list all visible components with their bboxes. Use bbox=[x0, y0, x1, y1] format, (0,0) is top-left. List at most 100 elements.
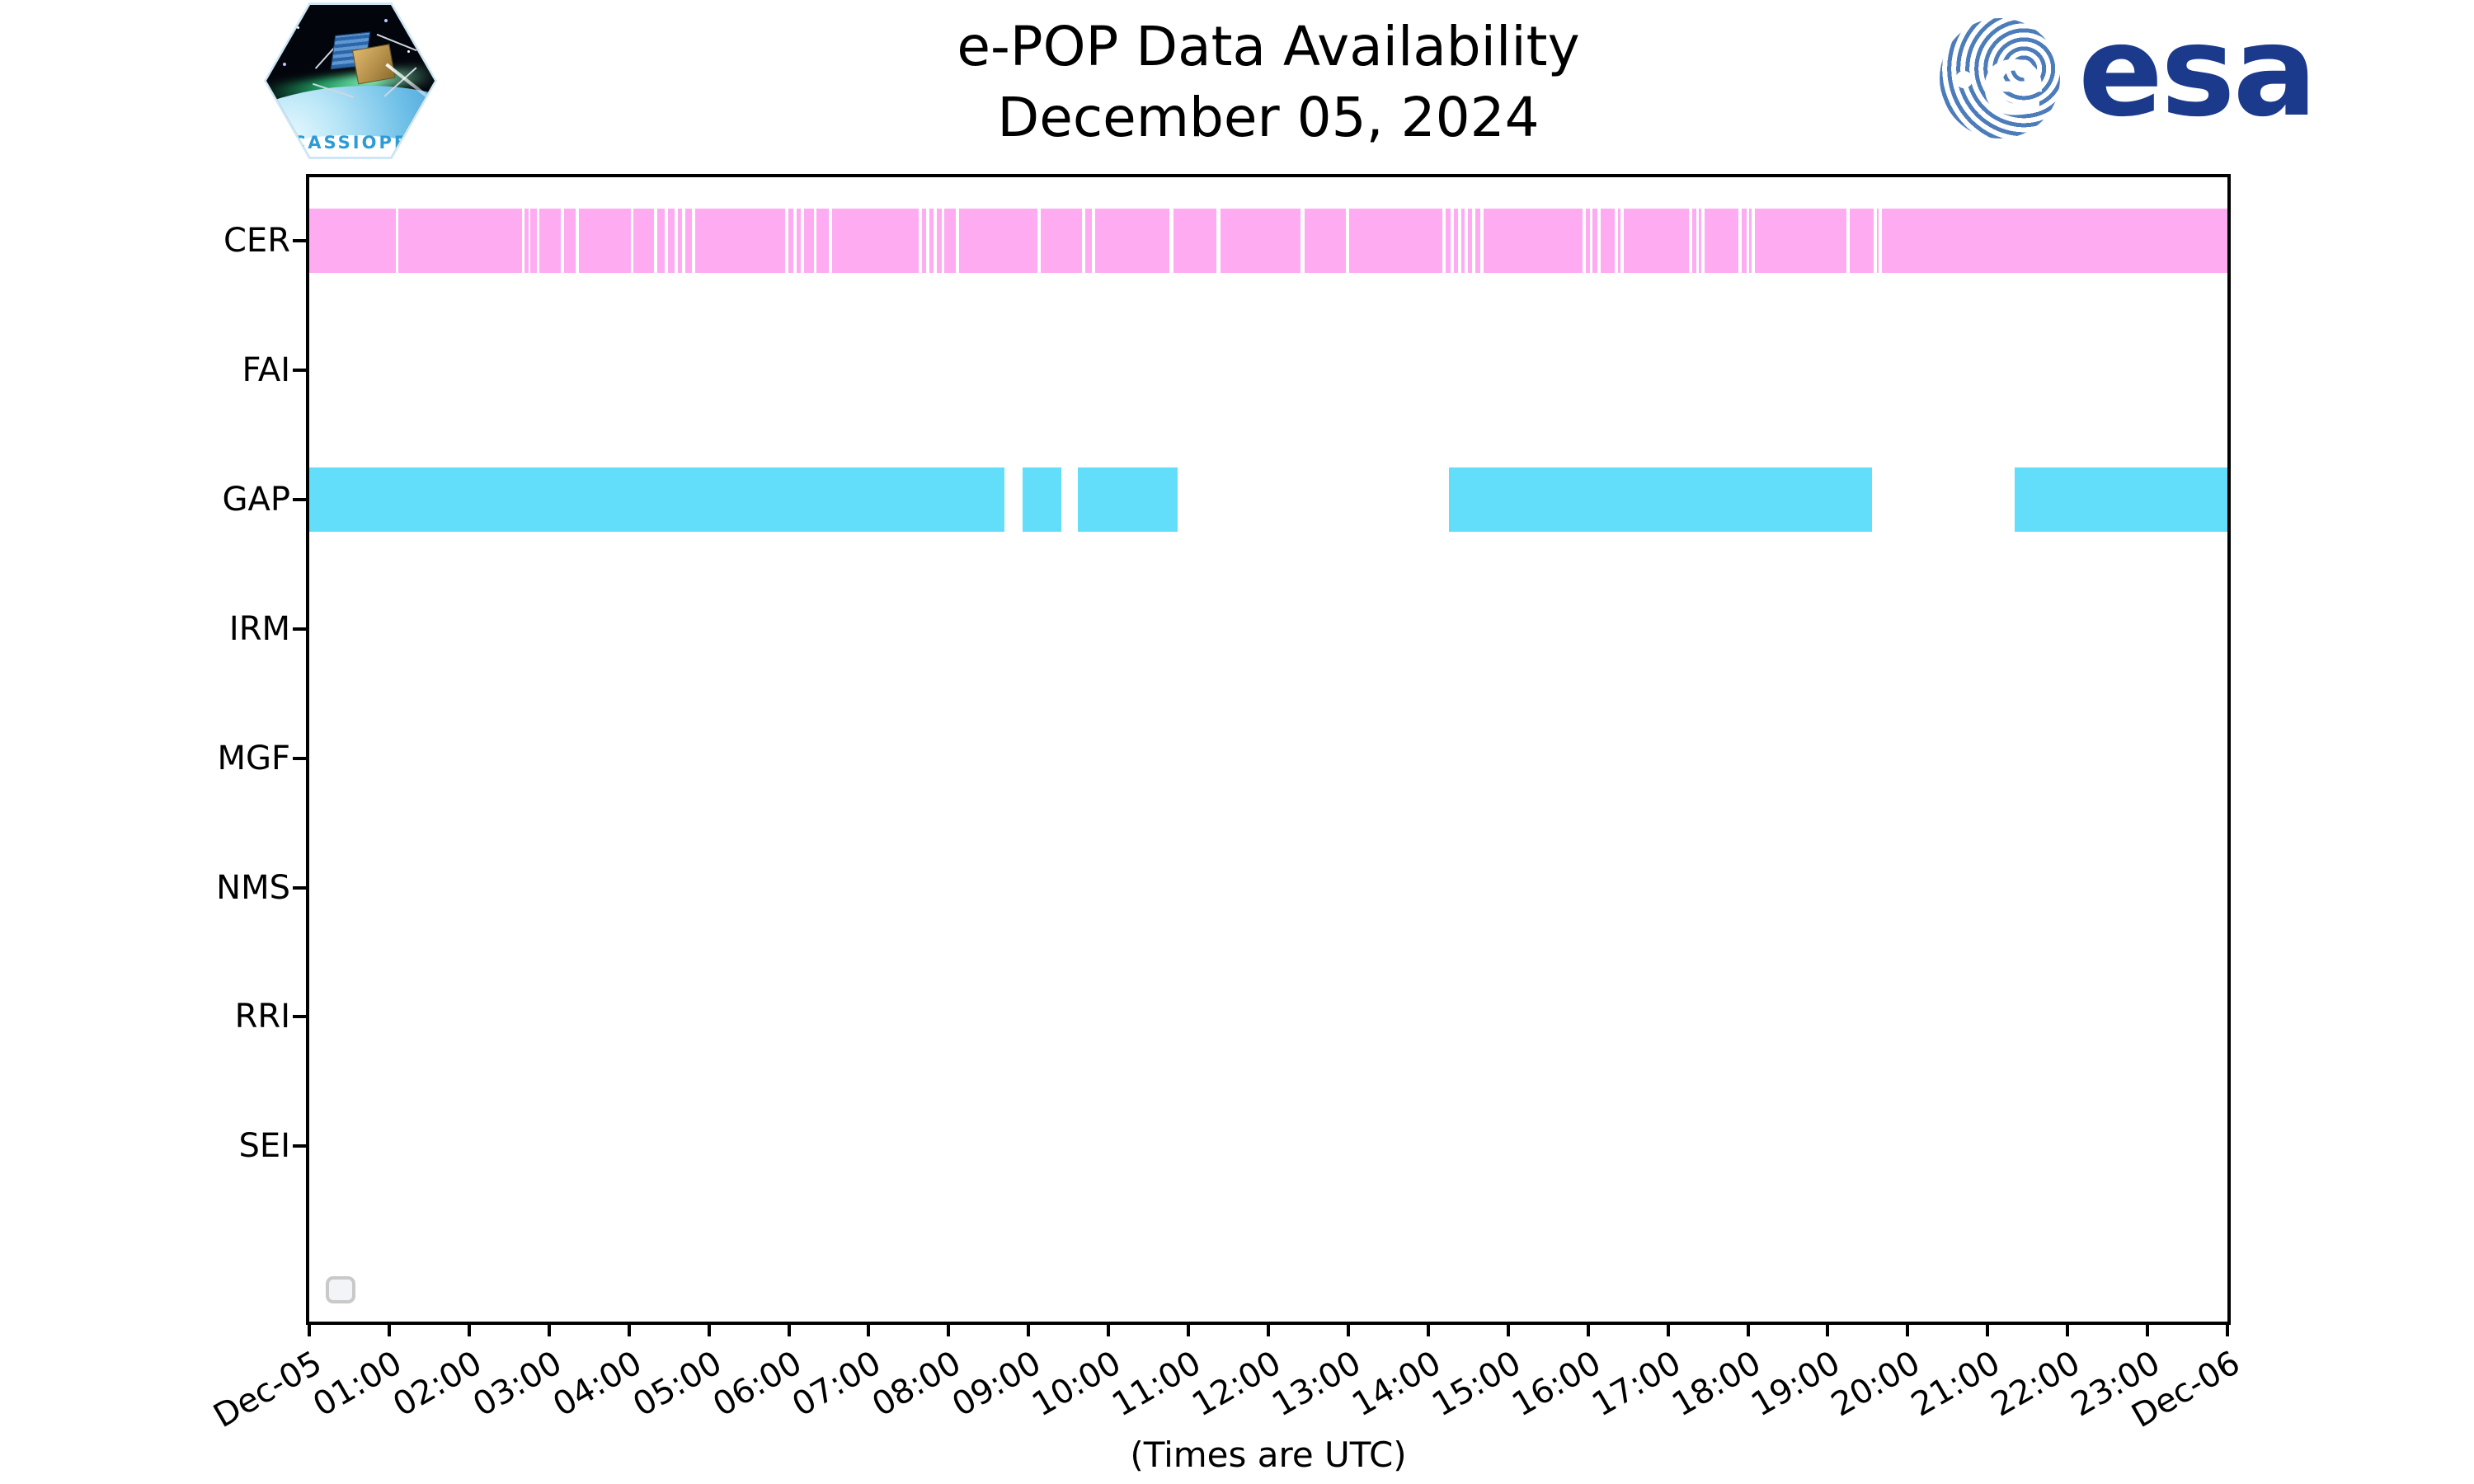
cer-availability-bar bbox=[1876, 209, 1879, 273]
y-tick-fai bbox=[293, 368, 309, 372]
gap-availability-bar bbox=[309, 467, 1005, 532]
y-axis-label-mgf: MGF bbox=[217, 739, 290, 777]
gap-availability-bar bbox=[2015, 467, 2227, 532]
x-tick-21-00 bbox=[1986, 1322, 1990, 1336]
cer-availability-bar bbox=[564, 209, 576, 273]
x-tick-12-00 bbox=[1267, 1322, 1270, 1336]
x-tick-04-00 bbox=[627, 1322, 631, 1336]
x-tick-01-00 bbox=[387, 1322, 391, 1336]
cer-availability-bar bbox=[656, 209, 666, 273]
cer-availability-bar bbox=[1849, 209, 1874, 273]
y-axis-label-rri: RRI bbox=[234, 998, 290, 1036]
esa-swirl-dot bbox=[1954, 71, 1973, 89]
cer-availability-bar bbox=[944, 209, 957, 273]
y-tick-cer bbox=[293, 239, 309, 242]
x-tick-18-00 bbox=[1746, 1322, 1750, 1336]
x-tick-05-00 bbox=[707, 1322, 711, 1336]
x-tick-02-00 bbox=[467, 1322, 471, 1336]
y-axis-label-irm: IRM bbox=[228, 609, 290, 648]
cer-availability-bar bbox=[1348, 209, 1443, 273]
cer-availability-bar bbox=[816, 209, 829, 273]
x-tick-16-00 bbox=[1586, 1322, 1590, 1336]
cer-availability-bar bbox=[958, 209, 1037, 273]
cer-availability-bar bbox=[633, 209, 654, 273]
cer-availability-bar bbox=[524, 209, 529, 273]
x-axis-caption: (Times are UTC) bbox=[1130, 1435, 1407, 1475]
y-axis-label-gap: GAP bbox=[222, 480, 290, 519]
cer-availability-bar bbox=[1460, 209, 1465, 273]
plot-frame bbox=[306, 174, 2231, 1325]
cer-availability-bar bbox=[797, 209, 802, 273]
cer-availability-bar bbox=[1882, 209, 2227, 273]
y-axis-label-sei: SEI bbox=[238, 1127, 290, 1166]
cer-availability-bar bbox=[530, 209, 538, 273]
esa-swirl-e: e bbox=[1980, 22, 2047, 137]
cer-availability-bar bbox=[1755, 209, 1846, 273]
gap-availability-bar bbox=[1449, 467, 1872, 532]
cer-availability-bar bbox=[1585, 209, 1590, 273]
gap-availability-bar bbox=[1023, 467, 1061, 532]
cer-availability-bar bbox=[803, 209, 814, 273]
x-tick-13-00 bbox=[1346, 1322, 1350, 1336]
cer-availability-bar bbox=[1094, 209, 1169, 273]
cer-availability-bar bbox=[1304, 209, 1346, 273]
x-tick-06-00 bbox=[787, 1322, 791, 1336]
cer-availability-bar bbox=[1468, 209, 1473, 273]
cassiope-patch-label: CASSIOPE bbox=[292, 133, 409, 153]
y-tick-rri bbox=[293, 1015, 309, 1019]
y-tick-nms bbox=[293, 885, 309, 890]
x-tick-22-00 bbox=[2066, 1322, 2070, 1336]
cer-availability-bar bbox=[578, 209, 631, 273]
y-axis-label-fai: FAI bbox=[242, 350, 291, 389]
x-tick-19-00 bbox=[1826, 1322, 1830, 1336]
y-tick-irm bbox=[293, 627, 309, 631]
cer-availability-bar bbox=[1085, 209, 1092, 273]
x-tick-20-00 bbox=[1906, 1322, 1910, 1336]
esa-swirl-globe-icon: e bbox=[1940, 18, 2060, 139]
cer-availability-bar bbox=[309, 209, 396, 273]
x-tick-10-00 bbox=[1107, 1322, 1111, 1336]
esa-wordmark: esa bbox=[2078, 0, 2317, 144]
cer-availability-bar bbox=[831, 209, 920, 273]
cer-availability-bar bbox=[1483, 209, 1583, 273]
chart-title: e-POP Data Availability bbox=[957, 15, 1580, 78]
cer-availability-bar bbox=[1691, 209, 1696, 273]
x-tick-11-00 bbox=[1187, 1322, 1191, 1336]
cer-availability-bar bbox=[1446, 209, 1451, 273]
x-tick-14-00 bbox=[1426, 1322, 1430, 1336]
x-tick-15-00 bbox=[1506, 1322, 1510, 1336]
x-tick-17-00 bbox=[1666, 1322, 1670, 1336]
cer-availability-bar bbox=[1592, 209, 1598, 273]
y-tick-sei bbox=[293, 1144, 309, 1148]
cer-availability-bar bbox=[397, 209, 522, 273]
y-axis-label-nms: NMS bbox=[216, 868, 290, 907]
chart-title-block: e-POP Data Availability December 05, 202… bbox=[309, 12, 2227, 153]
x-tick-08-00 bbox=[947, 1322, 951, 1336]
chart-subtitle-date: December 05, 2024 bbox=[997, 85, 1540, 149]
x-tick-dec-05 bbox=[308, 1322, 311, 1336]
cer-availability-bar bbox=[788, 209, 794, 273]
cer-availability-bar bbox=[1705, 209, 1738, 273]
legend-box bbox=[326, 1276, 355, 1303]
cer-availability-bar bbox=[929, 209, 934, 273]
cer-availability-bar bbox=[677, 209, 682, 273]
cer-availability-bar bbox=[1220, 209, 1300, 273]
cer-availability-bar bbox=[1040, 209, 1083, 273]
x-tick-03-00 bbox=[547, 1322, 551, 1336]
x-tick-23-00 bbox=[2146, 1322, 2150, 1336]
cer-availability-bar bbox=[1741, 209, 1747, 273]
cer-availability-bar bbox=[1601, 209, 1615, 273]
cer-availability-bar bbox=[539, 209, 562, 273]
x-tick-dec-06 bbox=[2226, 1322, 2229, 1336]
cer-availability-bar bbox=[668, 209, 675, 273]
x-tick-07-00 bbox=[867, 1322, 871, 1336]
cer-availability-bar bbox=[684, 209, 693, 273]
plot-area bbox=[309, 177, 2227, 1322]
cer-availability-bar bbox=[1173, 209, 1216, 273]
cer-availability-bar bbox=[1749, 209, 1752, 273]
y-tick-mgf bbox=[293, 756, 309, 760]
gap-availability-bar bbox=[1078, 467, 1178, 532]
cer-availability-bar bbox=[1475, 209, 1480, 273]
cer-availability-bar bbox=[1624, 209, 1689, 273]
